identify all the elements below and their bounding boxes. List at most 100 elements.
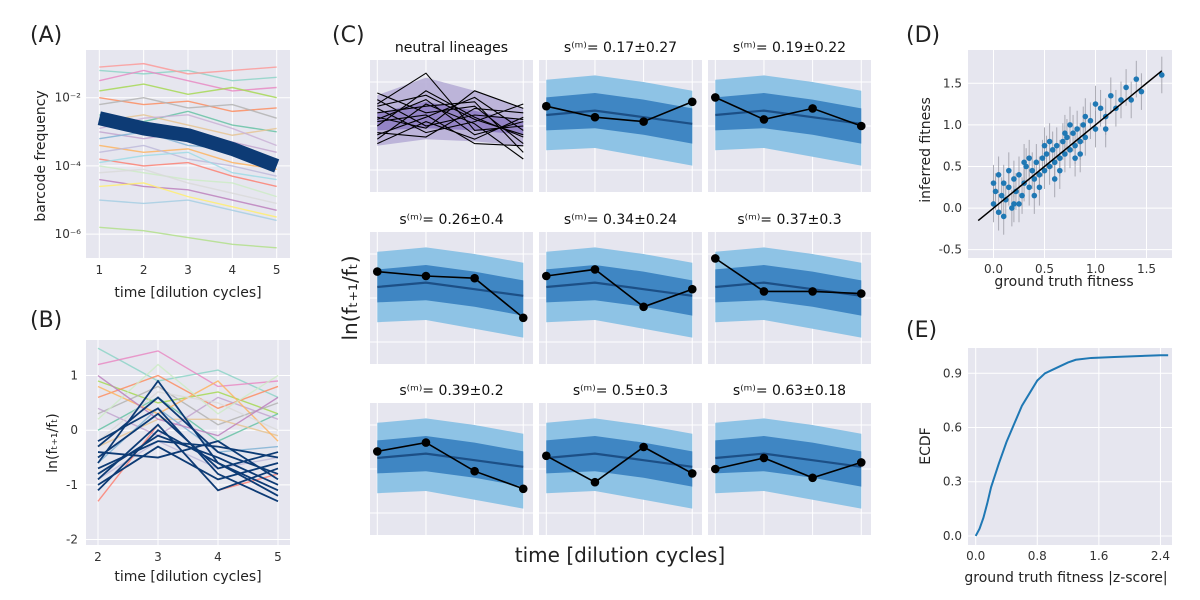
inner-band [715, 265, 862, 316]
panel-e-x-ticks: 0.0 0.8 1.6 2.4 [966, 549, 1170, 563]
scatter-point [1000, 180, 1007, 186]
neutral-lineage-line [377, 114, 524, 147]
subplot: s⁽ᵐ⁾= 0.17±0.27 [539, 40, 702, 192]
panel-d-identity-line [977, 70, 1163, 222]
scatter-point [1128, 97, 1134, 103]
x-tick-label: 1.0 [1086, 262, 1105, 276]
observed-point [590, 265, 600, 274]
observed-point [710, 93, 720, 102]
series-line [99, 151, 277, 181]
series-line [99, 168, 277, 205]
observed-point [687, 284, 697, 294]
observed-point [759, 453, 769, 463]
observed-point [541, 101, 551, 111]
subplot: s⁽ᵐ⁾= 0.19±0.22 [708, 40, 871, 192]
scatter-point [1082, 113, 1089, 120]
scatter-point [1072, 155, 1078, 161]
neutral-lineage-line [377, 107, 524, 138]
panel-a-ylabel: barcode frequency [33, 90, 49, 221]
scatter-point [1043, 151, 1050, 157]
neutral-lineage-line [377, 99, 524, 127]
observed-point [856, 289, 866, 298]
scatter-point [1060, 138, 1066, 145]
panel-b-background-lines [97, 347, 279, 502]
highlight-series-line [97, 440, 279, 470]
scatter-point [1039, 155, 1046, 161]
scatter-point [1102, 126, 1109, 132]
series-line [99, 83, 277, 99]
series-line [99, 226, 277, 249]
scatter-point [1077, 138, 1083, 145]
observed-point [808, 104, 817, 113]
y-tick-label: -0.5 [939, 243, 962, 257]
y-tick-label: 0.5 [943, 159, 962, 173]
panel-b-xlabel: time [dilution cycles] [114, 569, 261, 585]
inner-band [377, 265, 524, 316]
y-tick-label: -2 [66, 533, 78, 547]
panel-c-subplots: neutral lineages s⁽ᵐ⁾= 0.17±0.27 s⁽ᵐ⁾= 0.1… [370, 40, 871, 535]
y-tick-label: 0.9 [943, 366, 962, 380]
panel-b-highlight-lines [97, 379, 279, 503]
panel-a-background-lines [99, 62, 277, 249]
subplot-title: s⁽ᵐ⁾= 0.63±0.18 [733, 383, 846, 399]
x-tick-label: 3 [154, 550, 162, 564]
inner-band [546, 93, 693, 144]
x-tick-label: 1.6 [1089, 549, 1108, 563]
scatter-point [1064, 134, 1070, 141]
panel-e-ecdf-line [974, 354, 1169, 537]
panel-a-x-ticks: 1 2 3 4 5 [95, 263, 280, 277]
scatter-point [1029, 167, 1036, 174]
neutral-lineage-line [377, 90, 524, 129]
median-line [546, 109, 693, 125]
y-tick-label: 1.0 [943, 118, 962, 132]
subplot-title: s⁽ᵐ⁾= 0.17±0.27 [564, 40, 677, 56]
x-tick-label: 0.0 [984, 262, 1003, 276]
series-line [99, 158, 277, 188]
panel-d-x-ticks: 0.0 0.5 1.0 1.5 [984, 262, 1156, 276]
panel-b-ylabel: ln(fₜ₊₁/fₜ) [45, 413, 61, 473]
series-line [99, 199, 277, 222]
identity-line [977, 70, 1163, 222]
scatter-point [1092, 126, 1099, 132]
inner-band [715, 93, 862, 144]
observed-point [808, 473, 817, 483]
scatter-point [1080, 122, 1087, 128]
scatter-point [1092, 101, 1099, 107]
scatter-point [1053, 142, 1060, 149]
panel-d-label: (D) [906, 23, 940, 48]
series-line [99, 144, 277, 177]
scatter-point [1072, 142, 1078, 149]
y-tick-label: 0.3 [943, 475, 962, 489]
median-line [377, 281, 524, 297]
scatter-point [1051, 159, 1058, 166]
panel-a-y-ticks: 10⁻² 10⁻⁴ 10⁻⁶ [55, 91, 82, 241]
series-line [99, 144, 277, 171]
x-tick-label: 1 [95, 263, 103, 277]
observed-point [518, 484, 528, 494]
scatter-point [1000, 213, 1007, 220]
observed-line [377, 270, 524, 319]
scatter-point [1138, 88, 1145, 95]
x-tick-label: 0.0 [966, 549, 985, 563]
observed-point [808, 287, 817, 296]
scatter-point [1009, 205, 1015, 211]
observed-point [421, 271, 431, 281]
scatter-point [1031, 176, 1038, 182]
scatter-point [1046, 138, 1053, 145]
subplot: s⁽ᵐ⁾= 0.26±0.4 [370, 212, 533, 364]
y-tick-label: 10⁻² [55, 91, 82, 105]
scatter-point [1123, 84, 1129, 91]
observed-point [687, 469, 697, 478]
y-tick-label: 0 [70, 423, 78, 437]
subplot: s⁽ᵐ⁾= 0.39±0.2 [370, 383, 533, 535]
y-tick-label: 1 [70, 369, 78, 383]
observed-point [856, 458, 866, 467]
x-tick-label: 3 [184, 263, 192, 277]
scatter-point [1041, 142, 1048, 149]
observed-point [470, 466, 479, 476]
scatter-point [1070, 130, 1076, 136]
scatter-point [1016, 201, 1022, 207]
series-line [97, 374, 279, 437]
scatter-point [1067, 122, 1073, 128]
